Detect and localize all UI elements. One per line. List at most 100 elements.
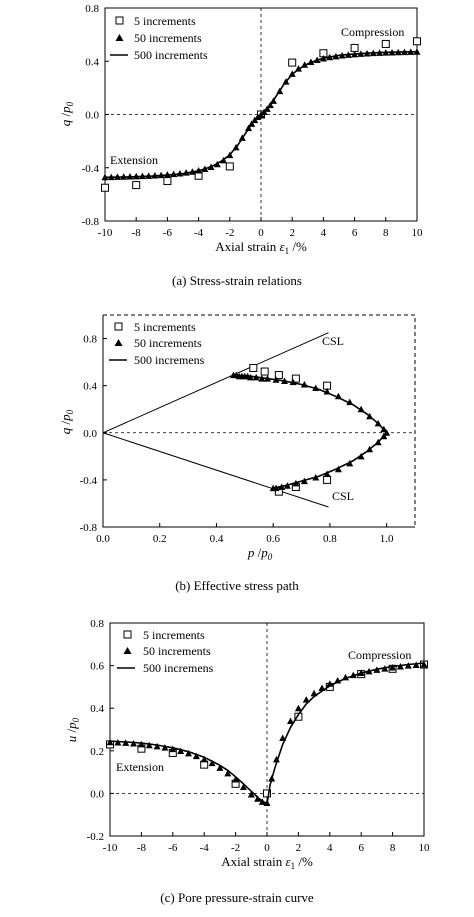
x-tick-label: -2 (231, 842, 240, 854)
x-tick-label: 8 (390, 842, 396, 854)
x-axis-label-text: Axial strain (221, 854, 285, 869)
point-50-increments (247, 790, 255, 798)
point-50-increments (302, 696, 310, 703)
y-axis-label-sep: / (58, 112, 73, 119)
panel-b-effective-stress-path: 0.0 0.2 0.4 0.6 0.8 1.0 -0.8 -0.4 0.0 0.4 0.8 5 in… (58, 314, 416, 593)
x-axis-label-p: p (247, 545, 255, 560)
x-tick-label: 4 (321, 227, 327, 239)
point-5-increments (413, 37, 421, 46)
point-50-increments (420, 660, 428, 668)
legend-entry-500-incremens: 500 incremens (134, 353, 205, 367)
point-50-increments (161, 744, 169, 751)
y-axis-label-sep: / (58, 420, 73, 427)
legend-entry-50-increments: 50 increments (143, 644, 211, 658)
point-50-increments (169, 745, 177, 753)
x-tick-label: 0.6 (266, 533, 280, 545)
annotation-extension: Extension (116, 760, 164, 774)
point-5-increments (225, 162, 234, 171)
legend-marker-triangle (115, 34, 124, 41)
x-tick-label: -4 (194, 227, 204, 239)
x-axis-label-unit: /% (295, 854, 313, 869)
x-tick-label: 0 (264, 842, 270, 854)
point-50-increments (272, 755, 280, 763)
x-axis-label: Axial strain ε1 /% (215, 239, 307, 256)
x-axis-label-symbol: ε (279, 239, 285, 254)
y-axis-label-q: q (58, 427, 73, 434)
y-tick-label: -0.2 (87, 831, 104, 843)
y-tick-label: 0.8 (85, 3, 99, 15)
point-5-increments (294, 712, 303, 721)
x-tick-label: 0.8 (323, 533, 337, 545)
point-50-increments (192, 752, 200, 760)
point-50-increments (404, 662, 412, 669)
y-axis-label-p: p (58, 414, 73, 422)
point-50-increments (200, 755, 208, 763)
point-50-increments (216, 764, 224, 771)
x-tick-label: 2 (289, 227, 295, 239)
y-tick-label: -0.4 (80, 475, 98, 487)
y-axis-label-p: p (64, 722, 79, 730)
x-tick-label: -6 (168, 842, 178, 854)
y-axis-label-sub: 0 (71, 717, 81, 722)
legend-marker-square (114, 322, 123, 331)
legend-entry-5-increments: 5 increments (134, 320, 196, 334)
x-axis-label-unit: /% (289, 239, 307, 254)
point-5-increments (249, 364, 258, 372)
x-tick-label: 4 (327, 842, 333, 854)
x-axis-label-sub: 1 (291, 861, 296, 871)
point-50-increments (224, 769, 232, 777)
y-tick-label: -0.8 (82, 216, 100, 228)
panel-c-pore-pressure-strain: -10 -8 -6 -4 -2 0 2 4 6 8 10-0.20.00.20.40.60.8 5 … (64, 618, 430, 905)
point-50-increments (177, 747, 185, 755)
point-50-increments (208, 759, 216, 767)
annotation-compression: Compression (348, 648, 411, 662)
x-tick-label: 0 (258, 227, 264, 239)
x-axis-label-symbol: ε (285, 854, 291, 869)
point-5-increments (263, 789, 271, 798)
x-axis-label-sep: / (254, 545, 261, 560)
y-axis-label-sep: / (64, 728, 79, 735)
y-tick-label: 0.4 (83, 381, 97, 393)
x-tick-label: 1.0 (380, 533, 394, 545)
x-tick-label: 0.0 (96, 533, 110, 545)
point-50-increments (185, 749, 192, 757)
y-axis-label: q /p0 (58, 101, 75, 126)
y-tick-label: 0.0 (90, 788, 104, 800)
y-tick-label: -0.8 (80, 522, 98, 534)
y-axis-label: q /p0 (58, 409, 75, 434)
x-axis-label-sub: 1 (285, 246, 290, 256)
point-5-increments (291, 374, 300, 383)
point-50-increments (106, 738, 114, 746)
caption-a: (a) Stress-strain relations (172, 273, 302, 288)
point-5-increments (101, 183, 109, 192)
x-axis-label: p /p0 (247, 545, 273, 562)
y-axis-label-u: u (64, 735, 79, 742)
x-tick-label: -10 (103, 842, 118, 854)
y-tick-label: 0.2 (90, 746, 104, 758)
point-50-increments (287, 717, 295, 724)
point-50-increments (334, 465, 342, 473)
x-tick-label: -6 (163, 227, 173, 239)
x-tick-label: -8 (132, 227, 142, 239)
csl-line-0 (102, 332, 329, 434)
y-tick-label: 0.4 (90, 703, 104, 715)
point-5-increments (381, 39, 390, 48)
x-axis-label: Axial strain ε1 /% (221, 854, 313, 871)
legend-entry-50-increments: 50 increments (134, 31, 202, 45)
point-5-increments (323, 475, 332, 484)
y-tick-label: 0.6 (90, 661, 104, 673)
annotation-csl-upper: CSL (322, 334, 344, 348)
point-50-increments (294, 704, 302, 712)
x-tick-label: -4 (200, 842, 210, 854)
point-50-increments (412, 661, 420, 668)
y-axis-label-p: p (58, 106, 73, 114)
panel-a-stress-strain: -10 -8 -6 -4 -2 0 2 4 6 8 10-0.8-0.40.00.40.8 5 in… (58, 3, 423, 288)
point-50-increments (232, 776, 240, 783)
point-50-increments (239, 783, 247, 791)
point-50-increments (145, 741, 153, 749)
point-50-increments (246, 373, 254, 381)
x-tick-label: -10 (98, 227, 113, 239)
series-line-500-incremens (109, 662, 425, 806)
legend-entry-500-incremens: 500 incremens (143, 661, 214, 675)
